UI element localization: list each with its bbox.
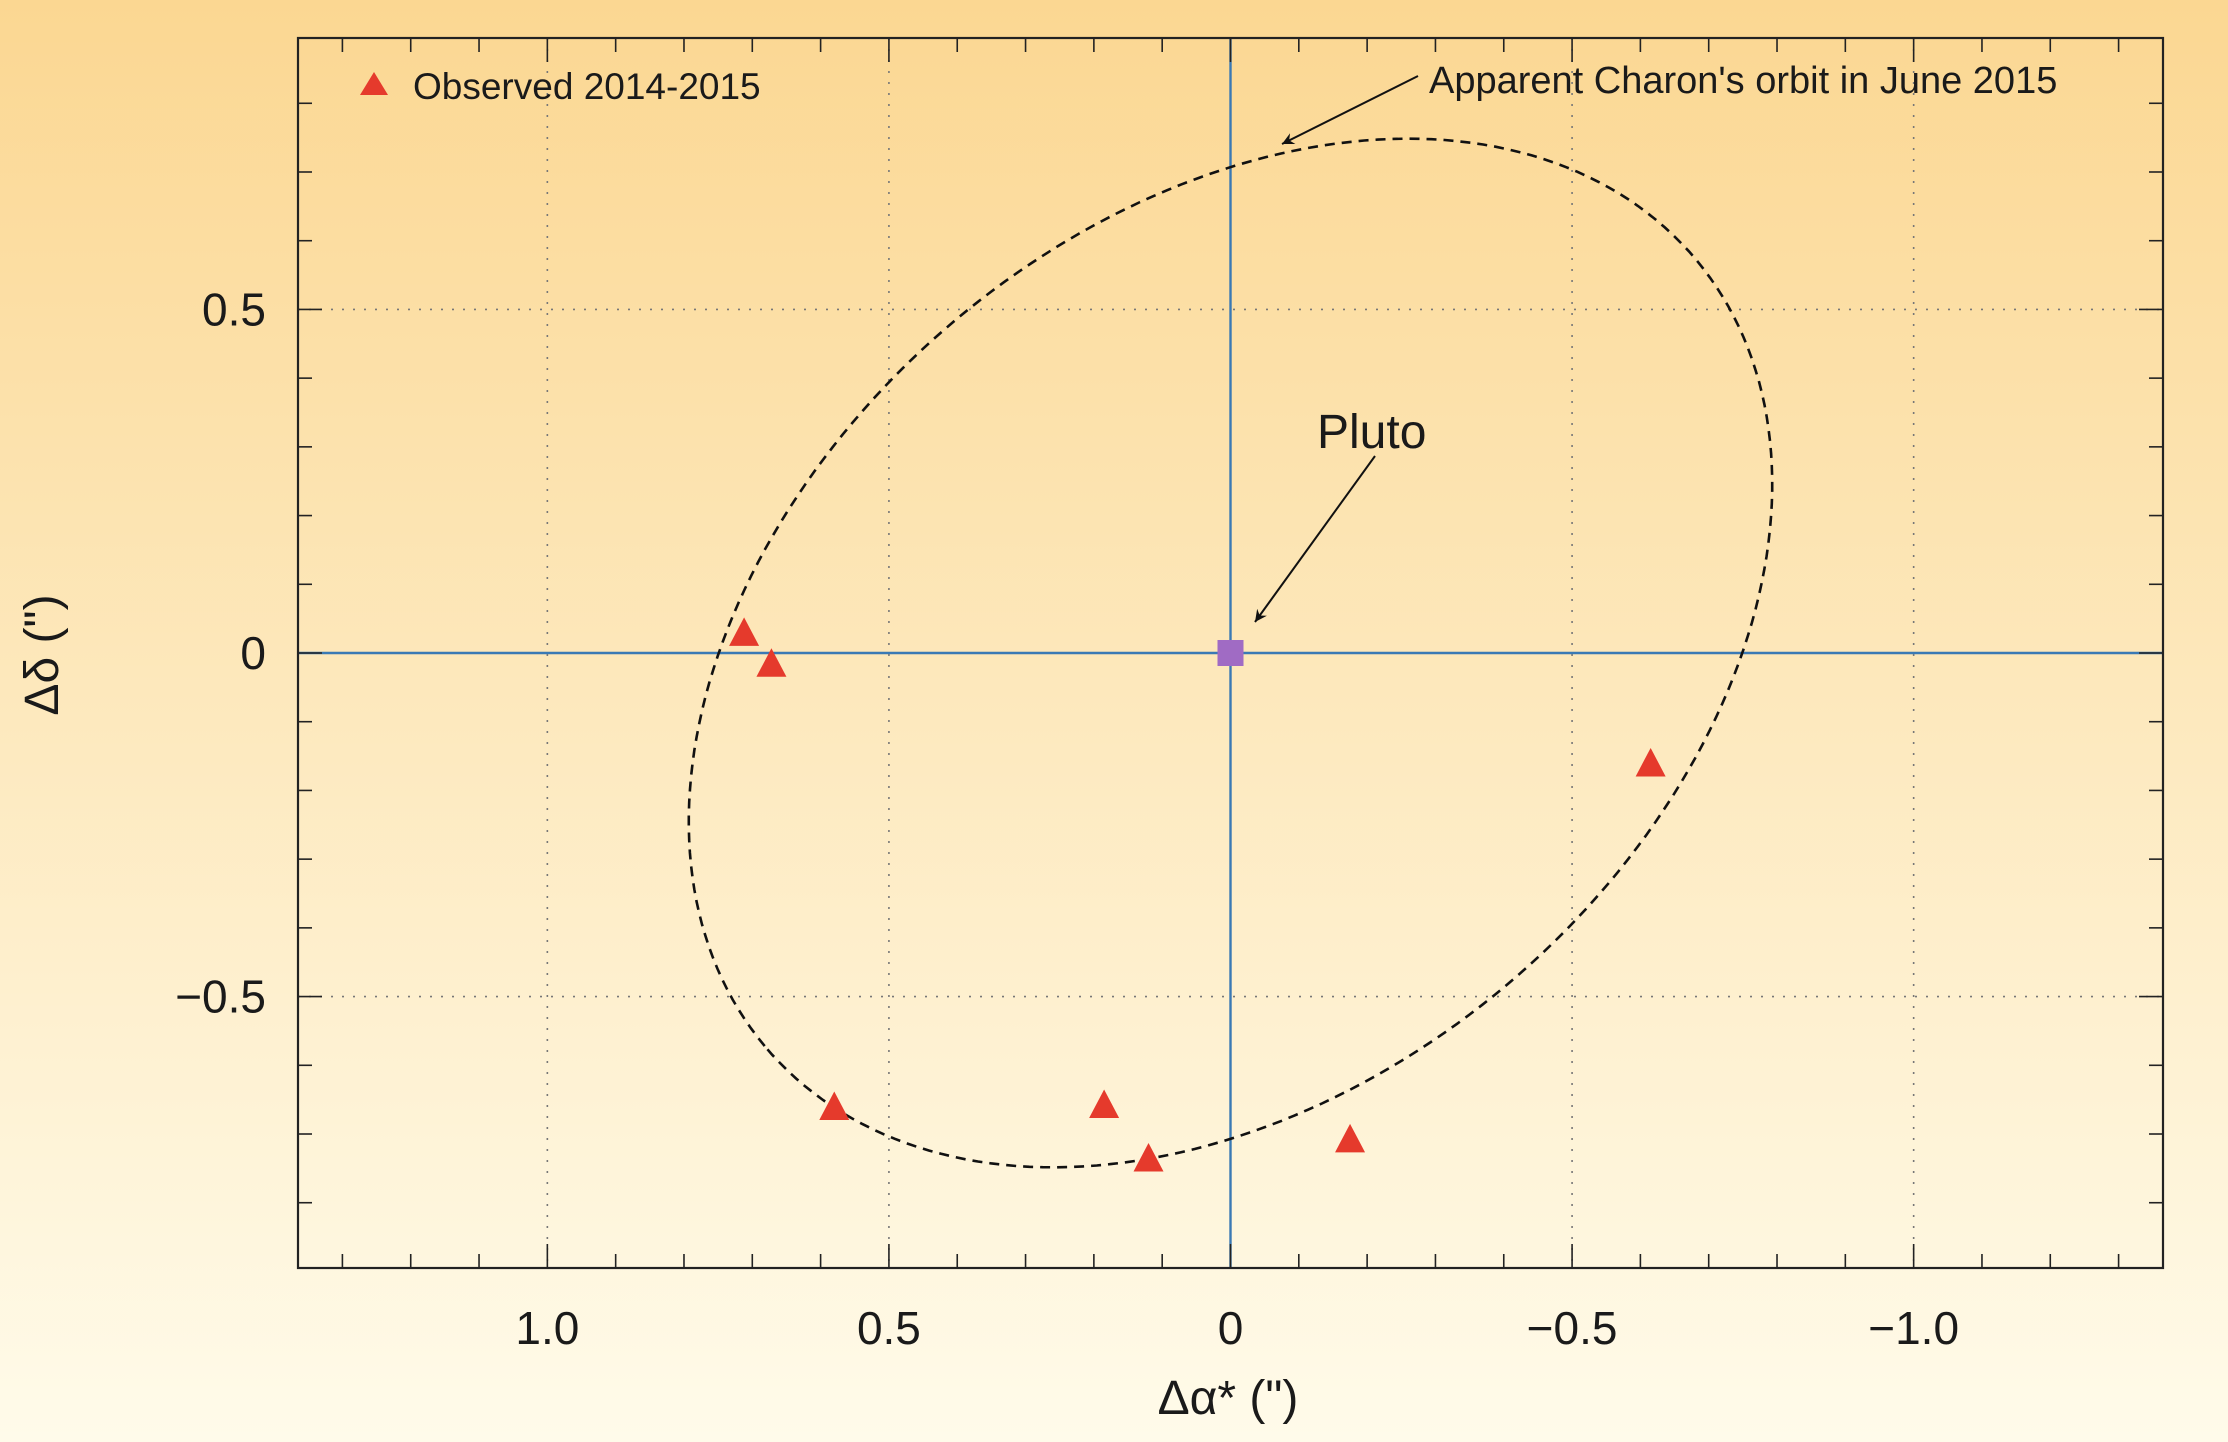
axis-ticks bbox=[298, 38, 2163, 1268]
x-tick-label: 1.0 bbox=[515, 1302, 579, 1354]
x-tick-label: −0.5 bbox=[1527, 1302, 1618, 1354]
y-axis-title: Δδ (") bbox=[16, 594, 69, 715]
charon-orbit-ellipse bbox=[687, 137, 1774, 1169]
legend-triangle-marker bbox=[360, 72, 388, 95]
observed-triangle-point bbox=[819, 1091, 850, 1121]
y-tick-label: −0.5 bbox=[175, 971, 266, 1023]
pluto-square-marker bbox=[1217, 640, 1244, 666]
pluto-annotation: Pluto bbox=[1254, 406, 1426, 623]
y-tick-label: 0.5 bbox=[202, 283, 266, 335]
pluto-annotation-arrow bbox=[1254, 455, 1376, 623]
data-points bbox=[729, 617, 1666, 1172]
orbit-annotation: Apparent Charon's orbit in June 2015 bbox=[1281, 60, 2057, 145]
legend-label: Observed 2014-2015 bbox=[413, 66, 761, 107]
orbit-annotation-label: Apparent Charon's orbit in June 2015 bbox=[1429, 60, 2057, 102]
observed-triangle-point bbox=[1635, 747, 1666, 777]
observed-triangle-point bbox=[1089, 1089, 1120, 1118]
pluto-label: Pluto bbox=[1317, 406, 1426, 459]
grid-lines bbox=[298, 38, 2163, 1268]
observed-triangle-point bbox=[1335, 1123, 1366, 1153]
observed-triangle-point bbox=[729, 617, 760, 646]
x-tick-label: −1.0 bbox=[1868, 1302, 1959, 1354]
x-tick-label: 0 bbox=[1218, 1302, 1244, 1354]
legend: Observed 2014-2015 bbox=[360, 66, 761, 107]
orbit-annotation-arrow bbox=[1281, 75, 1419, 145]
tick-labels: 1.0 0.5 0 −0.5 −1.0 0.5 0 −0.5 bbox=[175, 283, 1959, 1354]
y-tick-label: 0 bbox=[240, 627, 266, 679]
orbit-layer bbox=[687, 137, 1774, 1169]
observed-triangle-point bbox=[756, 648, 787, 677]
x-axis-title: Δα* (") bbox=[1158, 1372, 1299, 1425]
x-tick-label: 0.5 bbox=[857, 1302, 921, 1354]
observed-triangle-point bbox=[1133, 1143, 1164, 1172]
